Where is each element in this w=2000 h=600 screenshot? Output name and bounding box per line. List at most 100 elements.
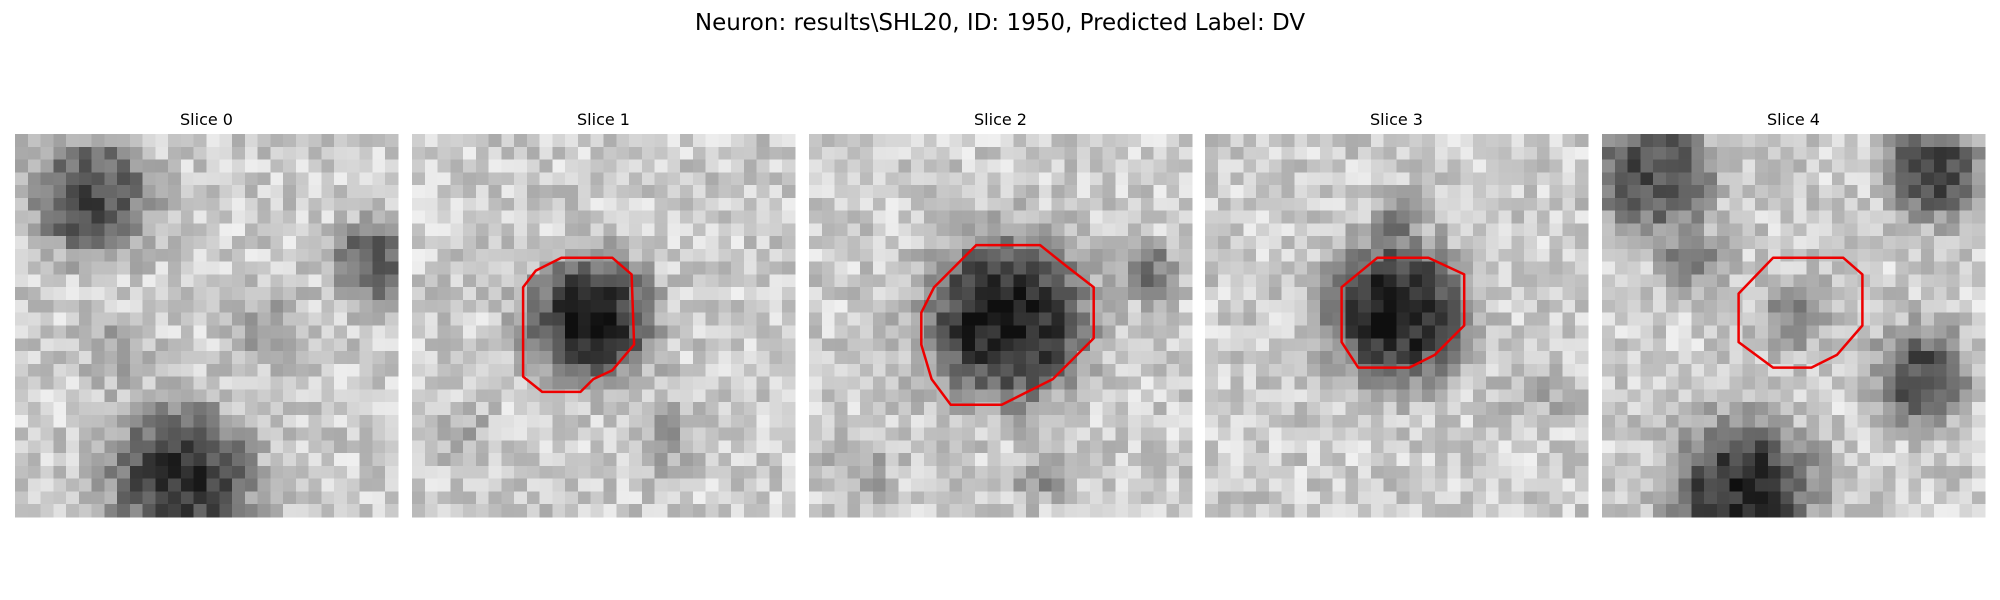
pixel: [372, 248, 386, 263]
pixel: [987, 440, 1001, 454]
pixel: [1921, 223, 1935, 237]
pixel: [321, 185, 335, 199]
pixel: [15, 376, 29, 390]
pixel: [78, 185, 93, 199]
pixel: [1819, 274, 1833, 288]
pixel: [1179, 504, 1193, 518]
pixel: [1256, 134, 1270, 148]
pixel: [78, 248, 93, 263]
pixel: [1614, 248, 1629, 263]
pixel: [1153, 402, 1167, 416]
pixel: [769, 312, 783, 326]
pixel: [1767, 134, 1782, 148]
pixel: [539, 134, 553, 148]
pixel: [359, 491, 373, 505]
pixel: [232, 210, 246, 224]
pixel: [1089, 236, 1104, 250]
pixel: [1345, 236, 1359, 250]
pixel: [641, 338, 656, 352]
pixel: [1870, 453, 1884, 467]
pixel: [1447, 210, 1461, 224]
pixel: [1294, 389, 1308, 403]
pixel: [1358, 223, 1372, 237]
pixel: [1409, 312, 1423, 326]
pixel: [1434, 325, 1449, 339]
pixel: [1077, 261, 1091, 275]
pixel: [616, 223, 630, 237]
pixel: [1205, 402, 1219, 416]
pixel: [334, 210, 348, 224]
pixel: [1536, 312, 1551, 326]
pixel: [1575, 248, 1589, 263]
pixel: [1831, 134, 1846, 148]
pixel: [40, 414, 54, 429]
pixel: [372, 338, 386, 352]
pixel: [1166, 287, 1180, 301]
pixel: [834, 389, 848, 403]
pixel: [232, 491, 246, 505]
pixel: [257, 465, 271, 480]
pixel: [1013, 491, 1027, 505]
pixel: [1678, 299, 1692, 314]
pixel: [1166, 414, 1180, 429]
pixel: [1819, 402, 1833, 416]
pixel: [15, 312, 29, 326]
pixel: [1959, 325, 1973, 339]
pixel: [66, 172, 80, 186]
pixel: [1153, 287, 1167, 301]
pixel: [692, 159, 707, 173]
pixel: [872, 134, 887, 148]
pixel: [1549, 389, 1563, 403]
pixel: [193, 146, 207, 161]
pixel: [718, 274, 732, 288]
pixel: [1536, 159, 1551, 173]
pixel: [1319, 274, 1334, 288]
pixel: [424, 440, 439, 454]
pixel: [1627, 236, 1641, 250]
pixel: [308, 376, 322, 390]
pixel: [385, 402, 399, 416]
pixel: [654, 376, 668, 390]
pixel: [756, 427, 770, 441]
pixel: [1908, 414, 1922, 429]
pixel: [1716, 312, 1731, 326]
pixel: [1602, 287, 1616, 301]
pixel: [577, 363, 592, 378]
pixel: [1562, 248, 1576, 263]
pixel: [1602, 146, 1616, 161]
pixel: [66, 427, 80, 441]
pixel: [142, 248, 156, 263]
pixel: [232, 389, 246, 403]
pixel: [1077, 465, 1091, 480]
pixel: [603, 210, 617, 224]
pixel: [692, 248, 707, 263]
pixel: [117, 185, 131, 199]
pixel: [180, 312, 195, 326]
pixel: [129, 172, 144, 186]
pixel: [1908, 274, 1922, 288]
pixel: [168, 414, 182, 429]
pixel: [1908, 351, 1922, 365]
pixel: [1575, 427, 1589, 441]
pixel: [1780, 325, 1794, 339]
pixel: [1575, 223, 1589, 237]
pixel: [1933, 465, 1948, 480]
pixel: [244, 236, 259, 250]
pixel: [1434, 376, 1449, 390]
pixel: [15, 402, 29, 416]
pixel: [603, 478, 617, 492]
pixel: [257, 491, 271, 505]
pixel: [66, 338, 80, 352]
pixel: [257, 274, 271, 288]
pixel: [1524, 465, 1538, 480]
pixel: [1473, 338, 1487, 352]
pixel: [1704, 248, 1718, 263]
pixel: [1102, 159, 1116, 173]
pixel: [1332, 210, 1346, 224]
pixel: [1640, 478, 1654, 492]
pixel: [1742, 312, 1756, 326]
pixel: [1281, 440, 1295, 454]
pixel: [809, 185, 823, 199]
pixel: [1933, 134, 1948, 148]
pixel: [1857, 440, 1871, 454]
